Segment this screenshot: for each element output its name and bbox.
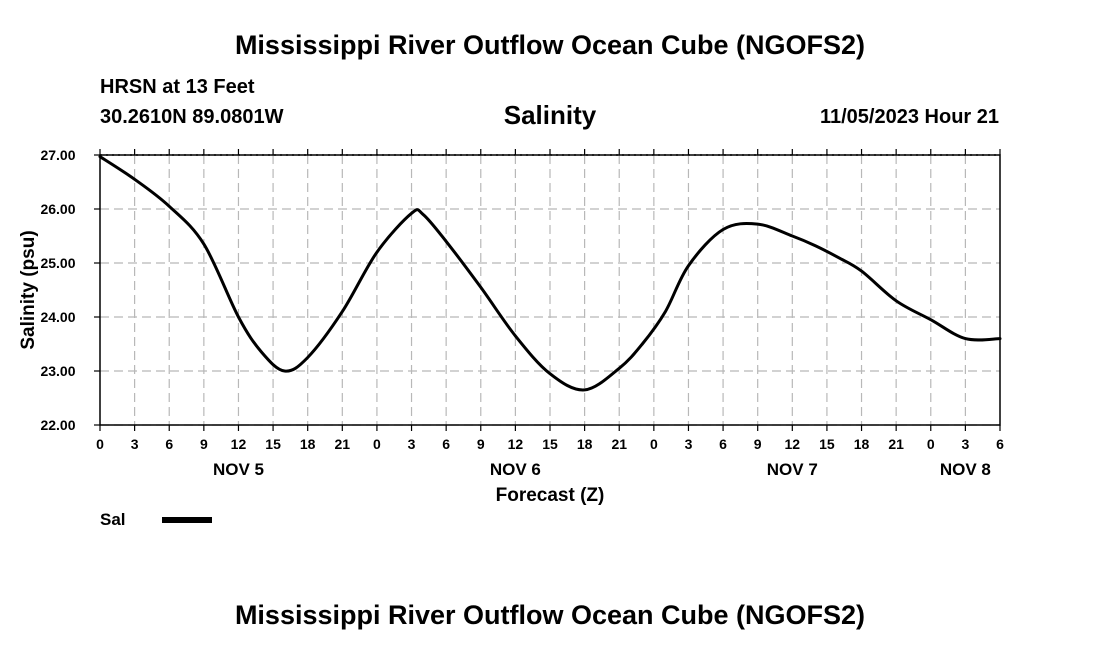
x-tick-label: 21 [888,436,904,452]
x-tick-label: 9 [477,436,485,452]
day-label: NOV 6 [490,460,541,479]
y-tick-label: 23.00 [40,363,75,379]
day-label: NOV 7 [767,460,818,479]
x-tick-label: 18 [854,436,870,452]
x-tick-label: 6 [719,436,727,452]
x-tick-label: 9 [754,436,762,452]
legend-label: Sal [100,510,126,529]
x-tick-label: 3 [131,436,139,452]
parameter-label: Salinity [503,100,597,130]
x-tick-label: 6 [165,436,173,452]
day-label: NOV 5 [213,460,264,479]
y-tick-label: 22.00 [40,417,75,433]
footer-title: Mississippi River Outflow Ocean Cube (NG… [234,600,866,630]
axis-labels: 22.00 23.00 24.00 25.00 26.00 27.00 0 3 6 9 12 15 18… [18,147,1004,506]
coordinates-label: 30.2610N 89.0801W [100,106,284,128]
x-tick-label: 21 [335,436,351,452]
x-tick-label: 0 [373,436,381,452]
chart-grid [100,154,1000,426]
day-label: NOV 8 [940,460,991,479]
y-tick-label: 25.00 [40,255,75,271]
series-layer [98,155,1002,392]
legend-swatch [162,517,212,523]
x-tick-label: 3 [961,436,969,452]
x-tick-label: 12 [785,436,801,452]
x-tick-label: 12 [508,436,524,452]
x-tick-label: 21 [611,436,627,452]
x-tick-label: 9 [200,436,208,452]
x-tick-label: 18 [577,436,593,452]
y-tick-label: 27.00 [40,147,75,163]
y-tick-label: 26.00 [40,201,75,217]
y-axis-label: Salinity (psu) [18,230,39,349]
x-tick-label: 6 [996,436,1004,452]
forecast-datetime: 11/05/2023 Hour 21 [819,106,999,128]
x-tick-label: 0 [96,436,104,452]
axis-ticks [94,149,1001,431]
series-line-sal [98,155,1002,392]
y-tick-label: 24.00 [40,309,75,325]
plot-frame [99,154,1001,426]
x-tick-label: 15 [542,436,558,452]
x-tick-label: 15 [819,436,835,452]
chart-title: Mississippi River Outflow Ocean Cube (NG… [234,30,866,60]
x-tick-label: 18 [300,436,316,452]
station-label: HRSN at 13 Feet [100,76,255,98]
x-tick-label: 12 [231,436,247,452]
x-tick-label: 3 [408,436,416,452]
x-tick-label: 15 [265,436,281,452]
x-tick-label: 3 [685,436,693,452]
x-tick-label: 0 [650,436,658,452]
x-tick-label: 0 [927,436,935,452]
x-tick-label: 6 [442,436,450,452]
x-axis-label: Forecast (Z) [496,485,605,506]
